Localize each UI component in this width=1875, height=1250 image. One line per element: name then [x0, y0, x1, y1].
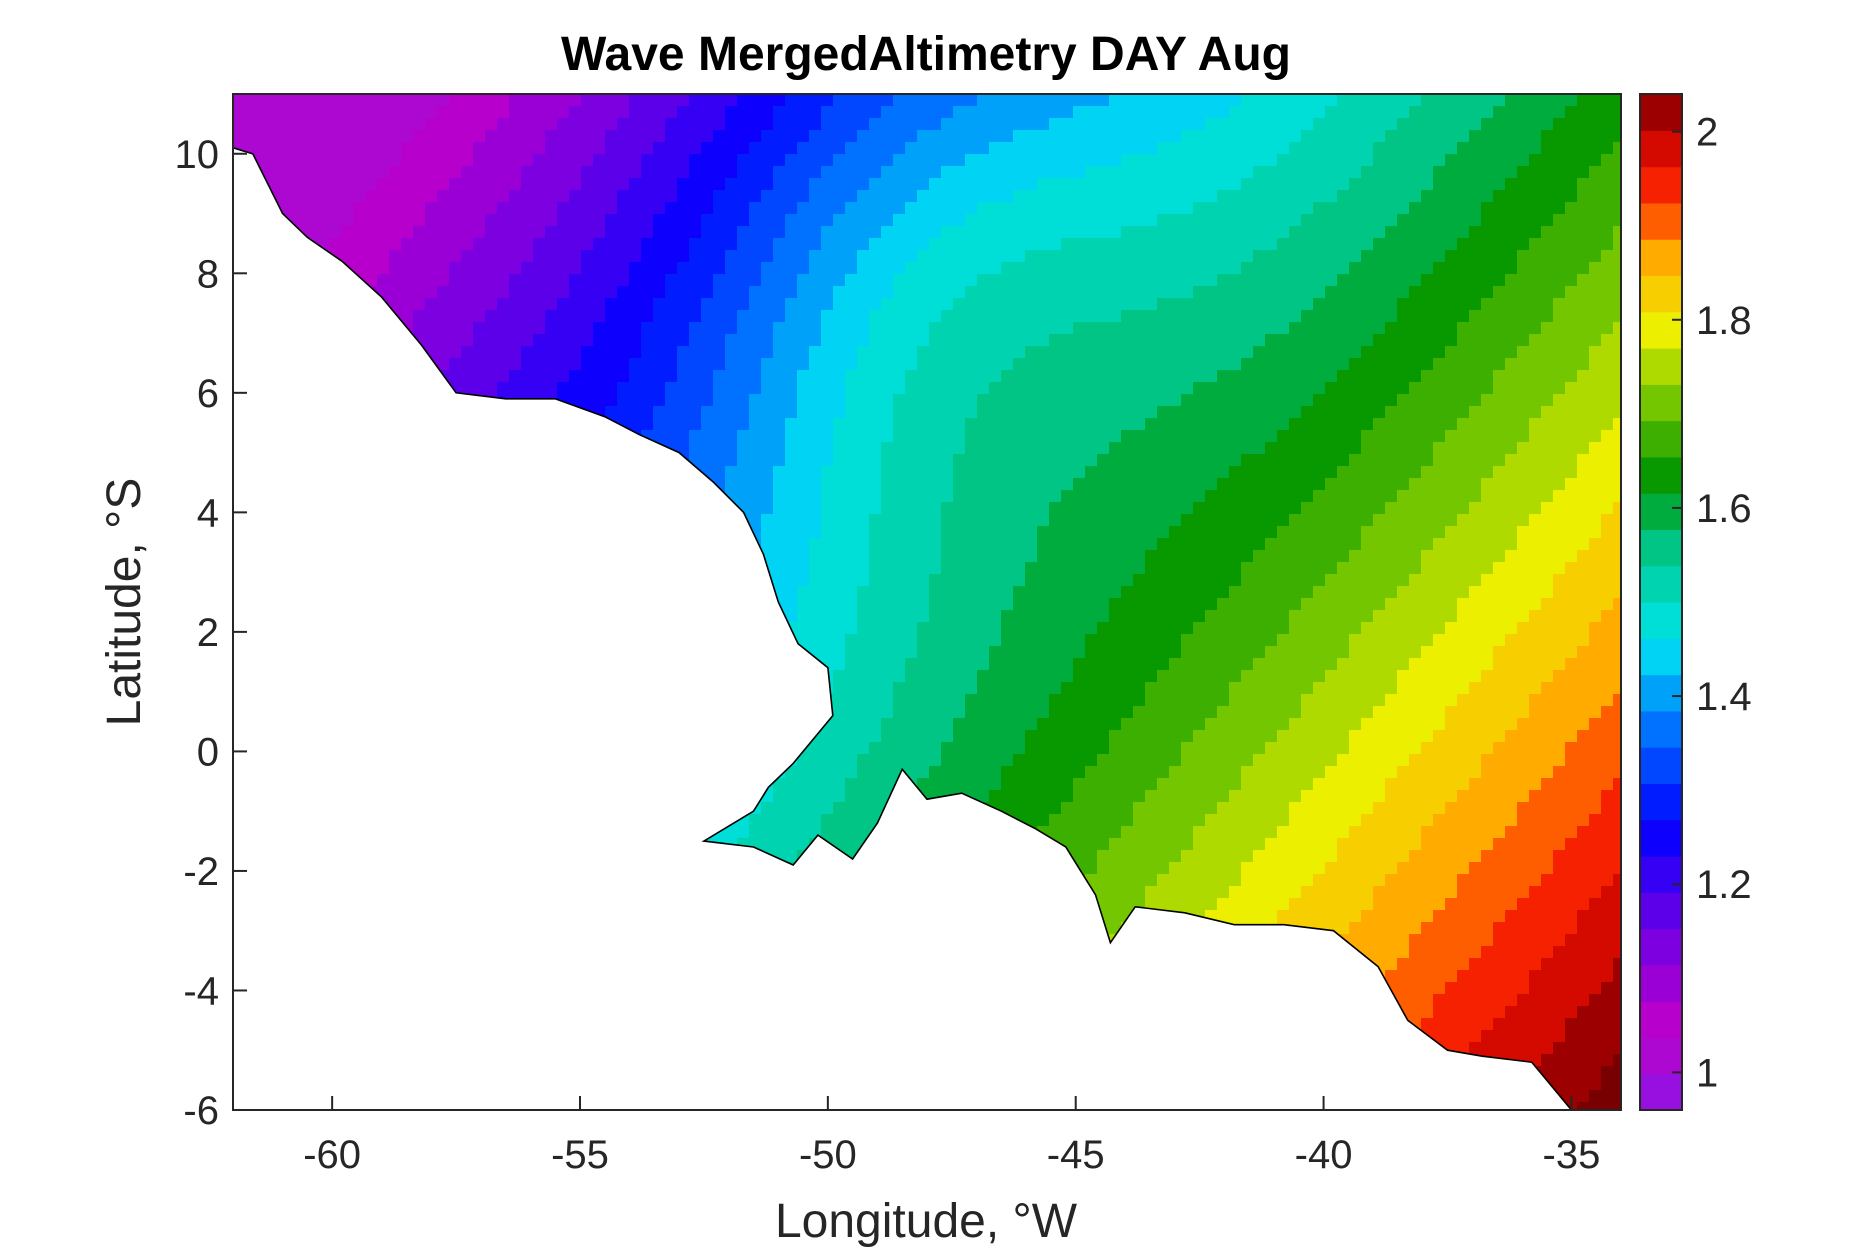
x-axis-ticks: -60 -55 -50 -45 -40 -35 — [303, 1096, 1600, 1177]
y-tick-label: 8 — [197, 252, 219, 296]
map-axes-box — [232, 93, 1622, 1111]
land-mask — [233, 146, 1573, 1110]
map-plot-area — [232, 93, 1622, 1111]
x-axis-label: Longitude, °W — [775, 1195, 1078, 1248]
x-tick-label: -45 — [1047, 1133, 1105, 1177]
colorbar-swatch — [1640, 892, 1682, 930]
chart-title: Wave MergedAltimetry DAY Aug — [561, 28, 1291, 81]
x-tick-label: -50 — [799, 1133, 857, 1177]
colorbar-swatch — [1640, 348, 1682, 385]
colorbar-swatch — [1640, 747, 1682, 785]
colorbar-tick-label: 1.4 — [1696, 675, 1752, 719]
colorbar-swatch — [1640, 456, 1682, 494]
colorbar-swatch — [1640, 638, 1682, 676]
y-tick-label: -2 — [183, 850, 219, 894]
colorbar-swatch — [1640, 819, 1682, 857]
colorbar-tick-label: 1.8 — [1696, 299, 1752, 343]
x-tick-label: -60 — [303, 1133, 361, 1177]
y-tick-label: 0 — [197, 730, 219, 774]
colorbar-swatch — [1640, 420, 1682, 458]
colorbar-swatch — [1640, 1001, 1682, 1039]
colorbar-swatch — [1640, 384, 1682, 422]
colorbar-swatch — [1640, 311, 1682, 349]
y-tick-label: 4 — [197, 491, 219, 535]
colorbar-swatch — [1640, 856, 1682, 893]
colorbar-swatch — [1640, 493, 1682, 531]
y-tick-label: 6 — [197, 372, 219, 416]
colorbar-swatch — [1640, 783, 1682, 821]
y-tick-label: 2 — [197, 611, 219, 655]
colorbar-swatch — [1640, 710, 1682, 748]
colorbar-swatch — [1640, 529, 1682, 567]
y-tick-label: -6 — [183, 1089, 219, 1133]
x-tick-label: -55 — [551, 1133, 609, 1177]
colorbar-swatch — [1640, 964, 1682, 1002]
colorbar-frame — [1639, 93, 1683, 1111]
colorbar-swatch — [1640, 1073, 1682, 1111]
colorbar-swatch — [1640, 166, 1682, 204]
colorbar-swatch — [1640, 94, 1682, 131]
colorbar-tick-label: 1.2 — [1696, 863, 1752, 907]
colorbar-tick-label: 2 — [1696, 111, 1718, 155]
colorbar-swatch — [1640, 275, 1682, 313]
y-tick-label: -4 — [183, 969, 219, 1013]
colorbar-swatch — [1640, 928, 1682, 966]
colorbar-swatch — [1640, 602, 1682, 639]
colorbar-swatch — [1640, 1037, 1682, 1075]
colorbar-swatch — [1640, 130, 1682, 168]
y-axis-label: Latitude, °S — [98, 478, 151, 727]
x-tick-label: -35 — [1543, 1133, 1601, 1177]
y-tick-label: 10 — [175, 133, 220, 177]
x-tick-label: -40 — [1295, 1133, 1353, 1177]
colorbar-tick-label: 1 — [1696, 1051, 1718, 1095]
colorbar-tick-label: 1.6 — [1696, 487, 1752, 531]
colorbar-swatch — [1640, 239, 1682, 277]
colorbar-swatch — [1640, 674, 1682, 712]
colorbar: 1 1.2 1.4 1.6 1.8 2 — [1639, 93, 1752, 1111]
colorbar-swatch — [1640, 565, 1682, 603]
colorbar-swatch — [1640, 202, 1682, 240]
y-axis-ticks: -6 -4 -2 0 2 4 6 8 10 — [175, 133, 247, 1133]
